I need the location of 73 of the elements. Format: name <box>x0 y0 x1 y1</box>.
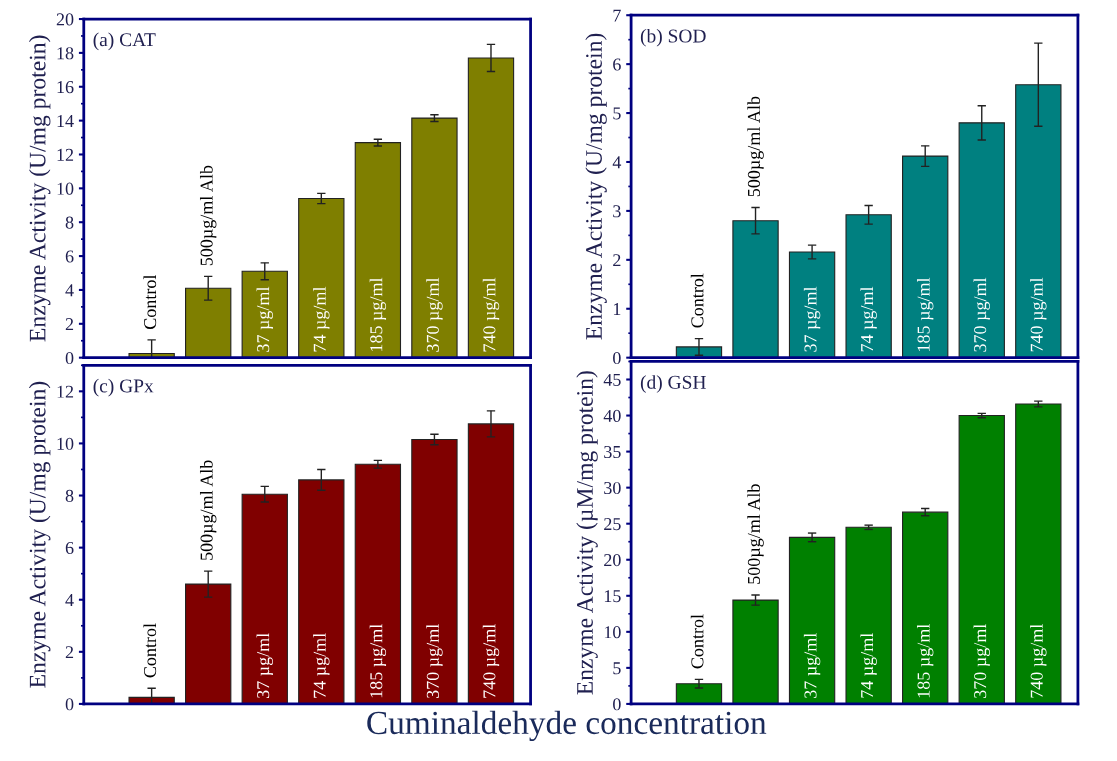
x-tick-label: 370 µg/ml <box>426 277 443 352</box>
x-tick-label: 74 µg/ml <box>860 286 877 352</box>
y-tick-label: 20 <box>56 13 74 26</box>
y-tick-label: 12 <box>57 385 74 398</box>
x-tick-label: 37 µg/ml <box>803 286 821 352</box>
x-tick-label: 500µg/ml Alb <box>747 96 764 197</box>
x-tick-label: Control <box>690 614 704 669</box>
y-tick-label: 4 <box>612 156 622 169</box>
y-tick-label: 12 <box>57 148 74 161</box>
y-tick-label: 0 <box>613 698 621 711</box>
y-tick-label: 10 <box>57 182 74 195</box>
y-tick-label: 8 <box>65 489 74 502</box>
y-tick-label: 2 <box>65 646 74 659</box>
y-tick-label: 6 <box>65 250 74 263</box>
x-tick-label: 185 µg/ml <box>916 277 934 351</box>
x-tick-label: 74 µg/ml <box>860 633 877 698</box>
x-tick-label: Control <box>143 274 157 329</box>
y-tick-label: 8 <box>65 216 74 229</box>
y-tick-label: 25 <box>604 518 621 531</box>
x-tick-label: 185 µg/ml <box>916 624 934 698</box>
y-tick-label: 40 <box>603 409 621 422</box>
y-tick-label: 45 <box>603 373 621 386</box>
y-tick-label: 0 <box>613 351 621 365</box>
x-tick-label: 74 µg/ml <box>313 286 330 352</box>
x-tick-label: 500µg/ml Alb <box>199 460 217 560</box>
y-tick-label: 6 <box>65 541 74 555</box>
x-tick-label: 740 µg/ml <box>1030 277 1047 352</box>
y-tick-label: 2 <box>613 254 621 267</box>
x-tick-label: 37 µg/ml <box>803 633 821 698</box>
x-axis-title: Cuminaldehyde concentration <box>367 710 767 742</box>
x-tick-label: 370 µg/ml <box>973 624 990 698</box>
y-tick-label: 5 <box>613 662 621 675</box>
x-tick-label: 370 µg/ml <box>426 624 443 698</box>
y-axis-title: Enzyme Activity (µM/mg protein) <box>576 371 598 695</box>
text: (b) SOD <box>640 28 706 47</box>
x-tick-label: 370 µg/ml <box>973 277 990 352</box>
y-tick-label: 15 <box>604 590 621 603</box>
text: (d) GSH <box>640 375 706 393</box>
x-tick-label: Control <box>143 623 157 678</box>
x-tick-label: 500µg/ml Alb <box>199 165 217 266</box>
y-axis-title: Enzyme Activity (U/mg protein) <box>28 381 51 688</box>
y-tick-label: 35 <box>604 445 621 459</box>
x-tick-label: 185 µg/ml <box>369 277 387 351</box>
y-tick-label: 7 <box>613 9 621 22</box>
x-tick-label: 37 µg/ml <box>256 633 273 698</box>
y-tick-label: 10 <box>57 437 74 450</box>
x-tick-label: Control <box>690 273 704 328</box>
text: (a) CAT <box>93 32 156 51</box>
y-axis-title: Enzyme Activity (U/mg protein) <box>28 35 51 342</box>
x-tick-label: 74 µg/ml <box>313 633 330 698</box>
y-tick-label: 4 <box>65 594 74 606</box>
y-axis-title: Enzyme Activity (U/mg protein) <box>585 33 607 340</box>
y-tick-label: 0 <box>65 351 74 365</box>
y-tick-label: 1 <box>613 303 621 316</box>
y-tick-label: 18 <box>57 47 74 60</box>
y-tick-label: 20 <box>604 553 621 567</box>
y-tick-label: 16 <box>57 81 74 94</box>
x-tick-label: 37 µg/ml <box>256 286 273 352</box>
x-tick-label: 740 µg/ml <box>482 624 500 698</box>
y-tick-label: 3 <box>613 205 621 218</box>
x-tick-label: 740 µg/ml <box>482 277 500 352</box>
x-tick-label: 185 µg/ml <box>369 624 387 698</box>
y-tick-label: 30 <box>604 481 621 495</box>
y-tick-label: 5 <box>613 107 621 120</box>
y-tick-label: 2 <box>65 318 74 331</box>
text: (c) GPx <box>93 378 154 397</box>
y-tick-label: 10 <box>604 626 621 639</box>
y-tick-label: 4 <box>65 284 74 297</box>
x-tick-label: 500µg/ml Alb <box>747 484 764 584</box>
y-tick-label: 14 <box>57 114 74 127</box>
y-tick-label: 6 <box>613 58 621 71</box>
x-tick-label: 740 µg/ml <box>1030 624 1047 698</box>
y-tick-label: 0 <box>65 698 74 711</box>
